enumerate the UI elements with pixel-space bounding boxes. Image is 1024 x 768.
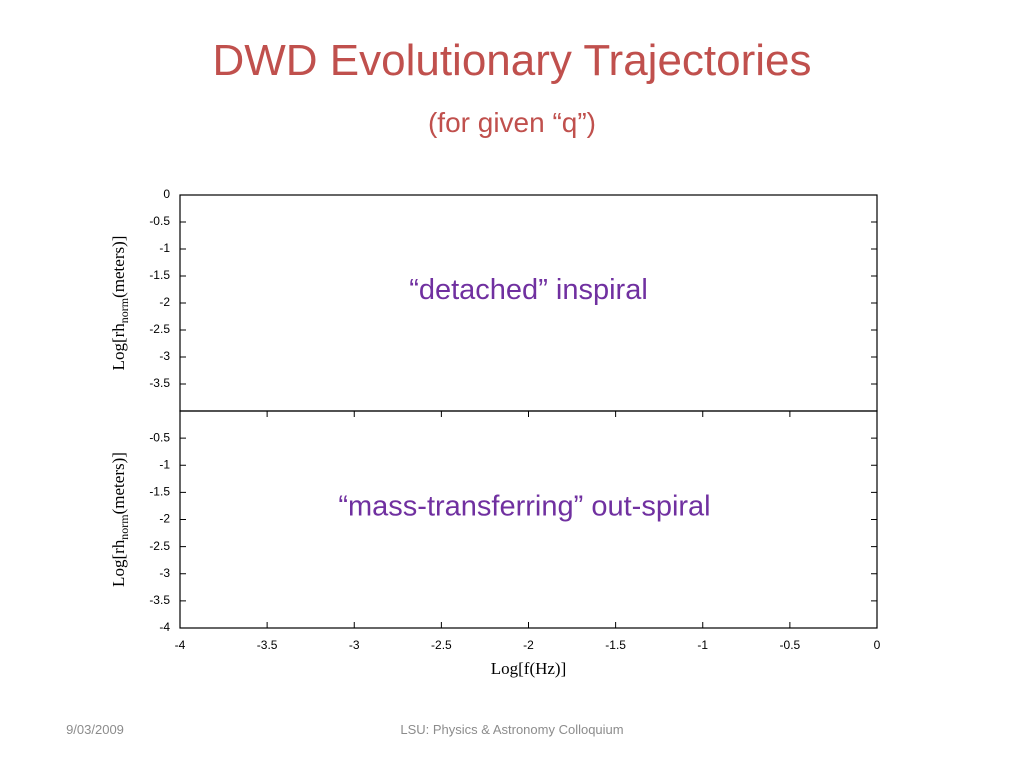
y-tick-label: -0.5: [149, 214, 170, 228]
annotation: “mass-transferring” out-spiral: [338, 491, 710, 523]
annotation: “detached” inspiral: [409, 274, 648, 306]
y-tick-label: -1: [159, 241, 170, 255]
y-tick-label: -3.5: [149, 593, 170, 607]
y-tick-label: 0: [163, 187, 170, 201]
y-tick-label: -0.5: [149, 430, 170, 444]
footer-text: LSU: Physics & Astronomy Colloquium: [400, 722, 623, 737]
x-axis-label: Log[f(Hz)]: [491, 659, 567, 678]
y-tick-label: -1.5: [149, 485, 170, 499]
slide-title: DWD Evolutionary Trajectories: [212, 36, 811, 85]
x-tick-label: -1: [697, 638, 708, 652]
y-axis-label: Log[rhnorm(meters)]: [109, 236, 131, 371]
footer-date: 9/03/2009: [66, 722, 124, 737]
y-axis-label-part: (meters)]: [109, 236, 128, 298]
y-tick-label: -2: [159, 295, 170, 309]
y-tick-label: -2: [159, 512, 170, 526]
y-axis-label-part: Log[rh: [109, 539, 128, 587]
x-tick-label: 0: [874, 638, 881, 652]
y-axis-label-part: Log[rh: [109, 323, 128, 371]
slide-subtitle: (for given “q”): [428, 107, 596, 138]
y-tick-label: -2.5: [149, 539, 170, 553]
x-tick-label: -0.5: [780, 638, 801, 652]
x-tick-label: -1.5: [605, 638, 626, 652]
x-tick-label: -4: [175, 638, 186, 652]
y-tick-label: -3: [159, 349, 170, 363]
x-tick-label: -3: [349, 638, 360, 652]
x-tick-label: -3.5: [257, 638, 278, 652]
y-tick-label: -3: [159, 566, 170, 580]
y-axis-label-part: norm: [117, 514, 131, 540]
y-axis-label-part: (meters)]: [109, 452, 128, 514]
y-tick-label: -1: [159, 457, 170, 471]
y-tick-label: -4: [159, 620, 170, 634]
y-axis-label-part: norm: [117, 297, 131, 323]
y-tick-label: -3.5: [149, 376, 170, 390]
x-tick-label: -2.5: [431, 638, 452, 652]
y-tick-label: -1.5: [149, 268, 170, 282]
x-tick-label: -2: [523, 638, 534, 652]
y-axis-label: Log[rhnorm(meters)]: [109, 452, 131, 587]
y-tick-label: -2.5: [149, 322, 170, 336]
